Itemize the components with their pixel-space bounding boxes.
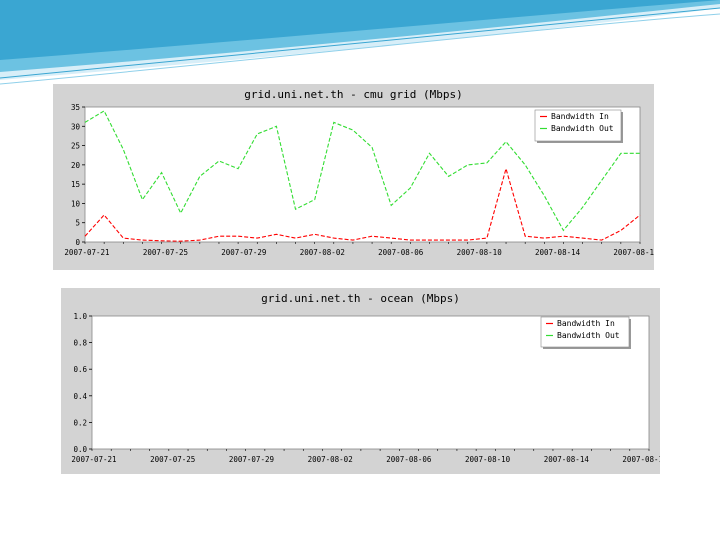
- x-tick-label: 2007-08-06: [386, 455, 432, 464]
- y-tick-label: 15: [71, 180, 80, 189]
- y-tick-label: 25: [71, 142, 80, 151]
- y-tick-label: 20: [71, 161, 81, 170]
- x-tick-label: 2007-07-21: [64, 248, 109, 257]
- legend-entry: Bandwidth In: [551, 112, 609, 121]
- series-line-bandwidth-out: [84, 110, 640, 232]
- series-line-bandwidth-in: [84, 166, 641, 242]
- y-tick-label: 0.6: [73, 365, 87, 374]
- chart-panel-ocean: grid.uni.net.th - ocean (Mbps) 0.0 0.2 0.4 0…: [61, 288, 660, 474]
- x-tick-label: 2007-08-14: [544, 455, 590, 464]
- x-tick-label: 2007-08-10: [457, 248, 503, 257]
- x-tick-label: 2007-08-10: [465, 455, 511, 464]
- y-tick-label: 0.4: [73, 392, 87, 401]
- legend-entry: Bandwidth Out: [551, 124, 614, 133]
- chart-panel-cmu-grid: grid.uni.net.th - cmu grid (Mbps) 0 5 10 15 2…: [53, 84, 654, 270]
- x-tick-label: 2007-07-21: [71, 455, 116, 464]
- y-tick-label: 0.8: [73, 339, 87, 348]
- x-tick-label: 2007-08-02: [308, 455, 353, 464]
- x-tick-label: 2007-07-25: [150, 455, 195, 464]
- header-swoosh: [0, 0, 720, 85]
- x-tick-label: 2007-08-02: [300, 248, 345, 257]
- x-tick-label: 2007-08-14: [535, 248, 581, 257]
- y-tick-label: 0.2: [73, 418, 87, 427]
- y-tick-label: 10: [71, 199, 81, 208]
- x-tick-label: 2007-07-25: [143, 248, 188, 257]
- y-tick-label: 30: [71, 122, 81, 131]
- x-tick-label: 2007-08-19: [613, 248, 654, 257]
- chart-title: grid.uni.net.th - ocean (Mbps): [261, 292, 460, 305]
- y-tick-label: 0.0: [73, 445, 87, 454]
- legend-box: [540, 316, 630, 348]
- legend-box: [534, 109, 622, 142]
- y-tick-label: 0: [75, 238, 80, 247]
- chart-title: grid.uni.net.th - cmu grid (Mbps): [244, 88, 463, 101]
- x-tick-label: 2007-07-29: [229, 455, 274, 464]
- y-tick-label: 35: [71, 103, 80, 112]
- y-tick-label: 5: [75, 219, 80, 228]
- x-tick-label: 2007-08-19: [622, 455, 660, 464]
- chart-cmu-grid: grid.uni.net.th - cmu grid (Mbps) 0 5 10 15 2…: [64, 88, 654, 257]
- legend-entry: Bandwidth In: [557, 319, 615, 328]
- chart-ocean: grid.uni.net.th - ocean (Mbps) 0.0 0.2 0.4 0…: [71, 292, 660, 464]
- x-tick-label: 2007-08-06: [378, 248, 424, 257]
- legend-entry: Bandwidth Out: [557, 331, 620, 340]
- y-tick-label: 1.0: [73, 312, 87, 321]
- x-tick-label: 2007-07-29: [221, 248, 266, 257]
